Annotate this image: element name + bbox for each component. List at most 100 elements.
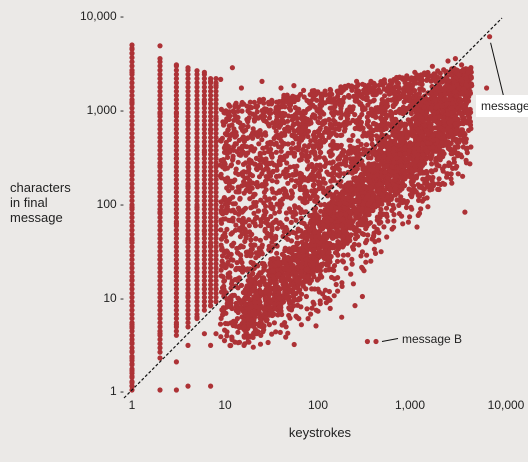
data-point	[235, 285, 241, 291]
data-point	[287, 98, 293, 104]
data-point	[233, 166, 239, 172]
data-point	[274, 179, 280, 185]
data-point	[208, 185, 214, 191]
data-point	[194, 97, 200, 103]
data-point	[440, 108, 446, 114]
data-point	[208, 252, 214, 258]
data-point	[448, 72, 454, 78]
data-point	[157, 286, 163, 292]
data-point	[129, 252, 135, 258]
data-point	[173, 92, 179, 99]
data-point	[208, 235, 214, 242]
data-point	[129, 299, 135, 305]
data-point	[282, 320, 288, 326]
data-point	[222, 249, 228, 255]
data-point	[201, 80, 207, 86]
data-point	[329, 141, 335, 147]
data-point	[173, 88, 179, 94]
data-point	[356, 88, 362, 94]
data-point	[185, 156, 191, 162]
data-point	[129, 76, 135, 82]
data-point	[185, 231, 191, 237]
data-point	[173, 235, 179, 242]
data-point	[208, 151, 214, 157]
data-point	[342, 205, 348, 211]
data-point	[317, 167, 324, 173]
data-point	[425, 131, 431, 137]
data-point	[414, 110, 420, 116]
data-point	[129, 248, 135, 254]
data-point	[444, 171, 450, 177]
data-point	[173, 151, 179, 157]
data-point	[228, 342, 234, 349]
data-point	[389, 117, 395, 123]
data-point	[464, 145, 470, 151]
data-point	[312, 187, 318, 193]
data-point	[228, 285, 234, 291]
data-point	[234, 245, 240, 252]
data-point	[322, 88, 328, 94]
data-point	[233, 222, 239, 228]
data-point	[129, 214, 135, 221]
data-point	[239, 269, 246, 275]
data-point	[349, 83, 355, 89]
data-point	[213, 130, 219, 136]
data-point	[213, 282, 219, 288]
data-point	[129, 113, 135, 120]
data-point	[129, 130, 135, 136]
data-point	[185, 147, 191, 153]
data-point	[224, 226, 230, 232]
data-point	[320, 185, 326, 191]
data-point	[308, 98, 314, 104]
data-point	[258, 290, 264, 296]
data-point	[293, 168, 299, 174]
data-point	[213, 109, 219, 115]
data-point	[185, 92, 191, 99]
data-point	[265, 121, 271, 127]
data-point	[157, 252, 163, 258]
data-point	[302, 109, 308, 115]
data-point	[201, 168, 207, 174]
data-point	[173, 286, 179, 292]
data-point	[194, 88, 200, 94]
data-point	[269, 97, 275, 103]
data-point	[366, 124, 373, 130]
data-point	[237, 196, 243, 202]
data-point	[201, 244, 207, 250]
data-point	[263, 132, 269, 138]
data-point	[398, 134, 404, 140]
data-point	[257, 341, 264, 347]
data-point	[269, 331, 275, 337]
data-point	[359, 264, 365, 270]
data-point	[194, 122, 200, 128]
data-point	[218, 267, 224, 273]
data-point	[194, 252, 200, 258]
data-point	[194, 219, 200, 225]
data-point	[338, 115, 344, 121]
data-point	[256, 174, 263, 180]
data-point	[255, 184, 261, 190]
data-point	[406, 186, 412, 192]
data-point	[185, 278, 191, 284]
data-point	[343, 110, 349, 117]
data-point	[248, 144, 254, 150]
data-point	[463, 118, 469, 124]
data-point	[268, 152, 274, 158]
data-point	[230, 257, 236, 263]
data-point	[274, 225, 280, 232]
data-point	[173, 84, 179, 90]
data-point	[185, 189, 191, 195]
data-point	[250, 130, 256, 136]
data-point	[220, 157, 226, 163]
data-point	[400, 90, 406, 96]
data-point	[213, 278, 219, 284]
data-point	[213, 122, 219, 128]
data-point	[345, 235, 351, 241]
data-point	[371, 97, 377, 103]
data-point	[157, 101, 163, 107]
data-point	[157, 118, 163, 124]
data-point	[451, 159, 457, 165]
data-point	[276, 124, 282, 130]
data-point	[224, 297, 230, 303]
